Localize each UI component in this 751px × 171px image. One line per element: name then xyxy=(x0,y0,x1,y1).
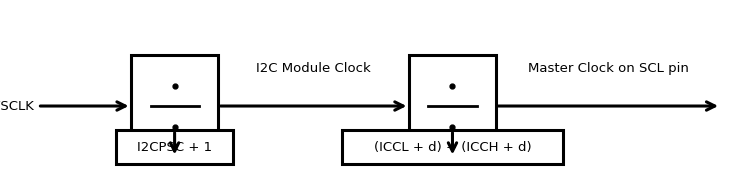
Text: I2C Module Clock: I2C Module Clock xyxy=(256,62,371,75)
Text: SYSCLK: SYSCLK xyxy=(0,100,34,113)
Text: (ICCL + d) + (ICCH + d): (ICCL + d) + (ICCH + d) xyxy=(374,141,531,154)
Text: Master Clock on SCL pin: Master Clock on SCL pin xyxy=(528,62,689,75)
FancyBboxPatch shape xyxy=(116,130,233,164)
FancyBboxPatch shape xyxy=(409,55,496,157)
FancyBboxPatch shape xyxy=(131,55,218,157)
FancyBboxPatch shape xyxy=(342,130,563,164)
Text: I2CPSC + 1: I2CPSC + 1 xyxy=(137,141,213,154)
